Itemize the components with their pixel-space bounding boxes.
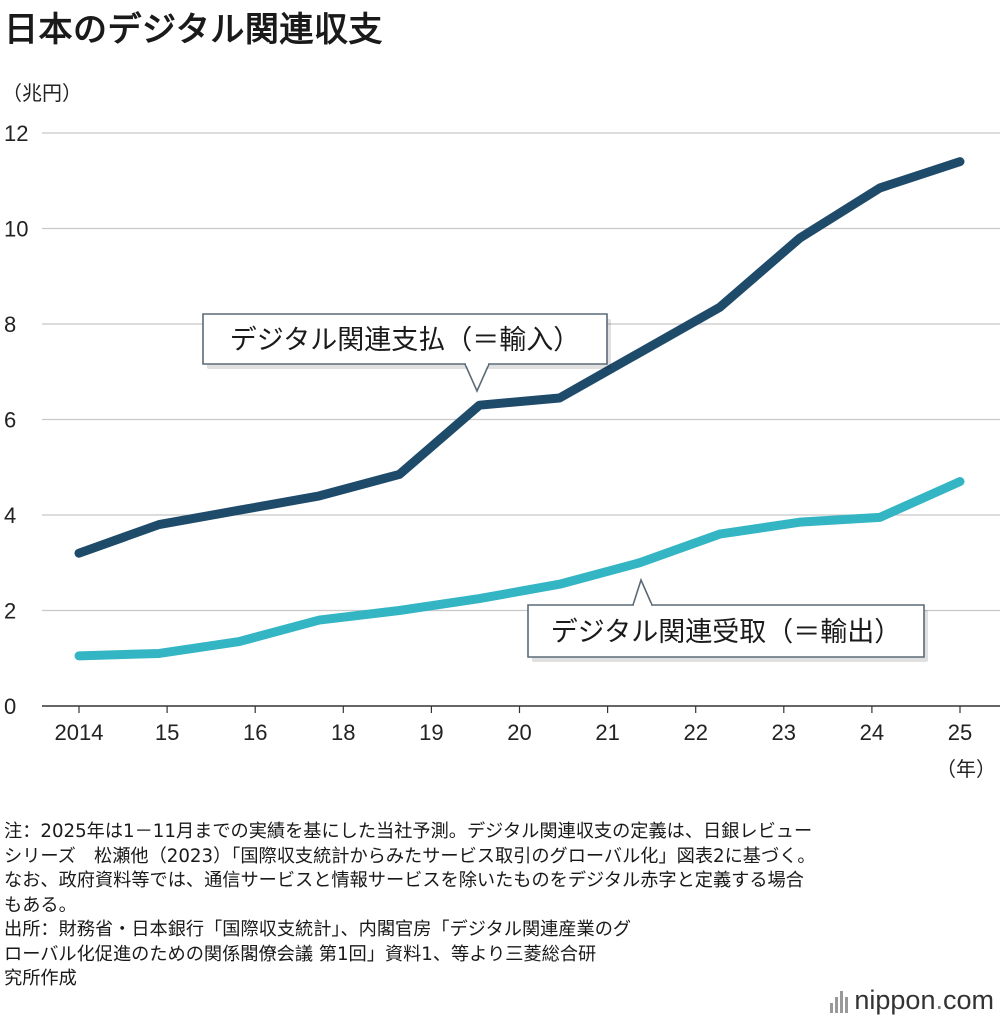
note-line: もある。 bbox=[4, 894, 77, 916]
note-line: 注：2025年は1－11月までの実績を基にした当社予測。デジタル関連収支の定義は… bbox=[4, 821, 813, 842]
x-tick-label: 16 bbox=[243, 720, 267, 745]
x-tick-label: 20 bbox=[507, 720, 531, 745]
chart-note: 注：2025年は1－11月までの実績を基にした当社予測。デジタル関連収支の定義は… bbox=[4, 820, 998, 992]
y-tick-label: 10 bbox=[4, 217, 28, 242]
x-tick-label: 24 bbox=[860, 720, 884, 745]
x-tick-label: 23 bbox=[772, 720, 796, 745]
logo-dot: . bbox=[935, 985, 943, 1015]
callout-receipts: デジタル関連受取（＝輸出） bbox=[527, 577, 928, 662]
x-tick-label: 21 bbox=[595, 720, 619, 745]
chart-title: 日本のデジタル関連収支 bbox=[4, 10, 383, 50]
source-line: ローバル化促進のための関係閣僚会議 第1回」資料1、等より三菱総合研 bbox=[4, 943, 597, 965]
x-tick-label: 19 bbox=[419, 720, 443, 745]
note-line: なお、政府資料等では、通信サービスと情報サービスを除いたものをデジタル赤字と定義… bbox=[4, 870, 804, 891]
y-axis-unit-label: （兆円） bbox=[2, 81, 82, 105]
x-tick-label: 22 bbox=[683, 720, 707, 745]
y-tick-label: 2 bbox=[4, 599, 16, 624]
source-line: 究所作成 bbox=[4, 968, 77, 989]
logo-bars-icon bbox=[830, 989, 849, 1013]
source-line: 出所：財務省・日本銀行「国際収支統計」、内閣官房「デジタル関連産業のグ bbox=[4, 919, 632, 940]
note-line: シリーズ 松瀬他（2023）「国際収支統計からみたサービス取引のグローバル化」図… bbox=[4, 845, 816, 867]
y-tick-label: 6 bbox=[4, 408, 16, 433]
y-tick-label: 4 bbox=[4, 503, 16, 528]
series-line-receipts bbox=[74, 477, 965, 661]
y-tick-label: 12 bbox=[4, 121, 28, 146]
series-label: デジタル関連支払（＝輸入） bbox=[230, 325, 580, 356]
x-tick-label: 2014 bbox=[55, 720, 104, 745]
x-axis-unit-label: （年） bbox=[936, 757, 996, 781]
y-tick-label: 8 bbox=[4, 312, 16, 337]
series-line-payments bbox=[74, 157, 965, 558]
nippon-logo: nippon. com bbox=[830, 985, 994, 1016]
logo-text: nippon bbox=[854, 985, 936, 1015]
x-tick-label: 15 bbox=[155, 720, 179, 745]
x-tick-label: 18 bbox=[331, 720, 355, 745]
logo-suffix: com bbox=[942, 985, 994, 1015]
series-label: デジタル関連受取（＝輸出） bbox=[551, 617, 901, 648]
x-tick-label: 25 bbox=[948, 720, 972, 745]
y-tick-label: 0 bbox=[4, 694, 16, 719]
callout-payments: デジタル関連支払（＝輸入） bbox=[202, 313, 611, 393]
